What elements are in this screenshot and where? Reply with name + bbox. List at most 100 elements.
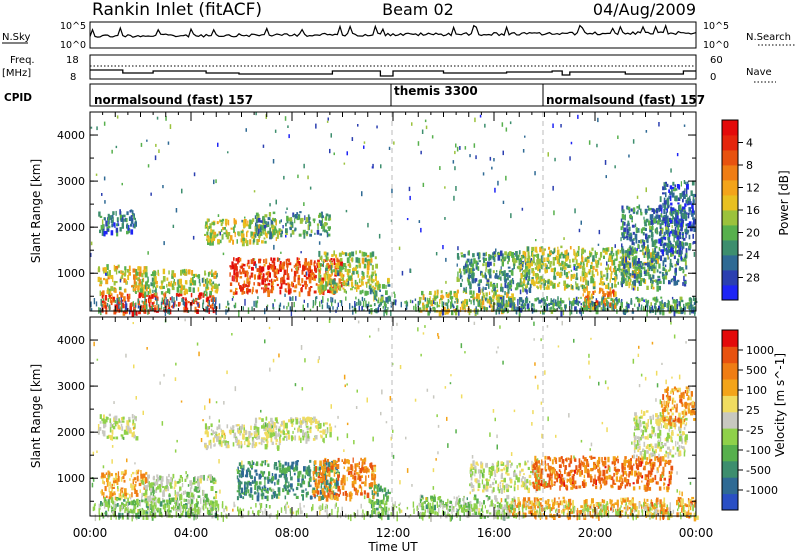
echo-cell: [689, 212, 690, 215]
echo-cell: [584, 250, 586, 253]
echo-cell: [105, 295, 107, 301]
echo-cell: [171, 281, 173, 287]
echo-noise: [453, 160, 455, 164]
cpid-label: CPID: [4, 92, 32, 104]
echo-cell: [300, 218, 303, 224]
echo-cell: [658, 205, 661, 208]
echo-cell: [672, 278, 673, 280]
echo-cell: [472, 253, 475, 257]
echo-noise: [303, 202, 305, 206]
echo-cell: [108, 471, 110, 474]
echo-cell: [135, 291, 137, 294]
echo-cell: [211, 486, 214, 491]
echo-cell: [487, 301, 489, 303]
echo-cell: [624, 237, 626, 239]
echo-noise: [453, 196, 455, 201]
echo-cell: [437, 302, 439, 308]
echo-cell: [640, 212, 642, 216]
colorbar-segment: [722, 255, 738, 270]
echo-noise: [524, 136, 526, 138]
echo-cell: [614, 291, 616, 296]
echo-noise: [577, 115, 579, 119]
echo-cell: [265, 444, 268, 449]
echo-cell: [664, 243, 667, 245]
echo-cell: [430, 301, 433, 305]
echo-cell: [116, 228, 118, 233]
echo-noise: [255, 113, 257, 116]
echo-cell: [193, 515, 194, 521]
echo-cell: [177, 500, 179, 506]
echo-cell: [686, 224, 689, 226]
echo-cell: [100, 421, 102, 424]
echo-cell: [157, 508, 159, 511]
echo-noise: [111, 150, 113, 154]
echo-noise: [599, 230, 601, 234]
nsky-label: N.Sky: [2, 32, 30, 43]
echo-cell: [199, 476, 202, 478]
echo-cell: [307, 291, 310, 296]
echo-cell: [466, 302, 468, 305]
echo-ground: [363, 301, 364, 307]
echo-ground: [580, 297, 581, 299]
echo-cell: [547, 280, 549, 284]
echo-cell: [580, 276, 582, 281]
echo-cell: [256, 290, 257, 294]
echo-cell: [264, 241, 266, 244]
echo-cell: [692, 209, 694, 213]
echo-cell: [114, 289, 116, 293]
echo-cell: [233, 442, 235, 446]
echo-noise: [269, 203, 271, 206]
echo-ground: [133, 301, 134, 307]
echo-noise: [473, 294, 475, 296]
echo-cell: [478, 266, 480, 271]
echo-cell: [148, 483, 149, 487]
echo-cell: [301, 278, 303, 283]
echo-cell: [633, 260, 635, 265]
echo-cell: [458, 278, 460, 281]
echo-cell: [459, 268, 461, 273]
echo-cell: [661, 213, 663, 218]
echo-noise: [165, 291, 167, 294]
echo-cell: [685, 265, 687, 269]
echo-ground: [415, 299, 416, 302]
echo-cell: [563, 310, 564, 316]
echo-ground: [606, 300, 607, 306]
echo-cell: [213, 276, 216, 279]
echo-cell: [578, 246, 580, 251]
echo-cell: [278, 270, 279, 274]
echo-cell: [466, 261, 468, 264]
echo-cell: [167, 486, 169, 491]
echo-cell: [205, 423, 207, 429]
echo-cell: [600, 278, 602, 283]
echo-cell: [612, 255, 614, 260]
echo-cell: [118, 427, 121, 430]
echo-cell: [123, 215, 126, 218]
echo-cell: [611, 251, 613, 254]
echo-noise: [581, 221, 583, 225]
echo-cell: [156, 305, 157, 310]
echo-cell: [309, 287, 312, 291]
echo-cell: [511, 270, 513, 275]
echo-cell: [470, 296, 472, 298]
echo-cell: [600, 263, 602, 266]
echo-cell: [250, 426, 252, 431]
echo-cell: [285, 288, 287, 292]
echo-ground: [383, 306, 384, 309]
echo-noise: [241, 220, 243, 223]
echo-cell: [489, 292, 490, 295]
echo-ground: [138, 299, 139, 304]
echo-cell: [185, 499, 187, 502]
echo-cell: [495, 273, 498, 279]
echo-ground: [647, 301, 648, 304]
echo-cell: [306, 262, 308, 265]
echo-cell: [469, 282, 471, 288]
echo-cell: [154, 271, 156, 276]
echo-cell: [110, 435, 113, 440]
echo-cell: [686, 188, 688, 194]
echo-cell: [288, 284, 291, 289]
echo-cell: [375, 270, 376, 273]
echo-noise: [412, 300, 414, 303]
echo-noise: [123, 219, 125, 222]
echo-noise: [420, 151, 422, 155]
echo-cell: [115, 281, 117, 283]
